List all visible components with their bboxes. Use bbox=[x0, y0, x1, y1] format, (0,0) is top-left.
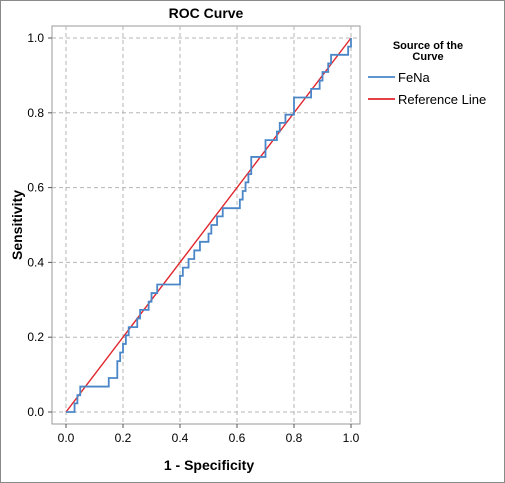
y-tick-label: 0.4 bbox=[27, 255, 44, 269]
legend-label: FeNa bbox=[398, 70, 431, 85]
x-tick-label: 0.6 bbox=[229, 431, 246, 445]
x-tick-label: 1.0 bbox=[343, 431, 360, 445]
y-tick-label: 0.8 bbox=[27, 106, 44, 120]
series-fena bbox=[66, 38, 352, 413]
y-axis-label: Sensitivity bbox=[9, 190, 25, 260]
plot-area bbox=[51, 25, 361, 425]
chart-title: ROC Curve bbox=[169, 5, 244, 21]
y-tick-label: 0.6 bbox=[27, 181, 44, 195]
series-reference-line bbox=[65, 37, 352, 413]
legend-title: Source of the bbox=[393, 40, 463, 52]
x-tick-label: 0.8 bbox=[286, 431, 303, 445]
x-tick-label: 0.4 bbox=[172, 431, 189, 445]
y-tick-label: 0.0 bbox=[27, 405, 44, 419]
y-tick-label: 0.2 bbox=[27, 330, 44, 344]
x-tick-label: 0.0 bbox=[58, 431, 75, 445]
x-tick-label: 0.2 bbox=[115, 431, 132, 445]
x-axis-label: 1 - Specificity bbox=[164, 457, 254, 473]
y-tick-label: 1.0 bbox=[27, 31, 44, 45]
legend-label: Reference Line bbox=[398, 92, 486, 107]
legend-title: Curve bbox=[412, 51, 443, 63]
